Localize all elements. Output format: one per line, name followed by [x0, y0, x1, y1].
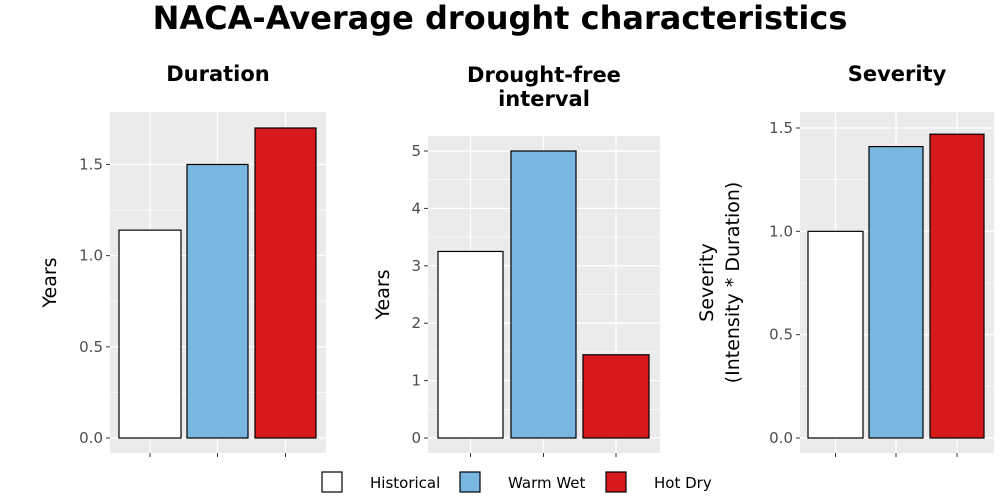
y-tick-label: 1 — [411, 372, 421, 390]
legend-swatch — [459, 471, 481, 493]
y-tick-label: 0.0 — [79, 429, 103, 447]
legend: Historical Warm Wet Hot Dry — [321, 471, 712, 493]
legend-item-historical: Historical — [321, 471, 440, 493]
y-tick-label: 0.5 — [769, 326, 793, 344]
y-tick-label: 0.5 — [79, 338, 103, 356]
y-axis-label: (Intensity * Duration) — [722, 182, 744, 384]
panel-1: 0.0 0.5 1.0 1.5 Duration Years — [39, 62, 326, 457]
y-tick-label: 1.0 — [769, 222, 793, 240]
figure-title: NACA-Average drought characteristics — [153, 0, 848, 37]
bar-hot-dry — [929, 133, 985, 439]
legend-label: Warm Wet — [508, 474, 586, 492]
bar-warm-wet — [868, 146, 924, 439]
y-tick-label: 3 — [411, 257, 421, 275]
bar-warm-wet — [510, 150, 577, 439]
bar-historical — [437, 250, 504, 439]
legend-swatch — [605, 471, 627, 493]
chart-panels: 0.0 0.5 1.0 1.5 Duration Years 0 1 2 3 4 5 Drought-f… — [39, 62, 994, 457]
y-tick-label: 5 — [411, 142, 421, 160]
bar-historical — [118, 229, 182, 439]
legend-label: Hot Dry — [654, 474, 712, 492]
panel-title: Drought-free — [467, 63, 621, 87]
legend-item-warm-wet: Warm Wet — [459, 471, 586, 493]
panel-title: Severity — [848, 62, 947, 86]
panel-title: interval — [498, 87, 590, 111]
y-axis-label: Years — [372, 269, 394, 320]
y-axis-label: Years — [39, 257, 61, 308]
bar-hot-dry — [582, 354, 650, 439]
y-tick-label: 0 — [411, 429, 421, 447]
bar-historical — [807, 230, 864, 439]
panel-title: Duration — [166, 62, 270, 86]
legend-label: Historical — [370, 474, 440, 492]
legend-item-hot-dry: Hot Dry — [605, 471, 712, 493]
y-axis-label: Severity — [696, 243, 718, 321]
bar-hot-dry — [254, 127, 317, 439]
bar-warm-wet — [186, 163, 249, 439]
y-tick-label: 1.0 — [79, 247, 103, 265]
y-tick-label: 1.5 — [79, 155, 103, 173]
legend-swatch — [321, 471, 343, 493]
y-tick-label: 4 — [411, 199, 421, 217]
y-tick-label: 2 — [411, 314, 421, 332]
y-tick-label: 1.5 — [769, 119, 793, 137]
y-tick-label: 0.0 — [769, 429, 793, 447]
